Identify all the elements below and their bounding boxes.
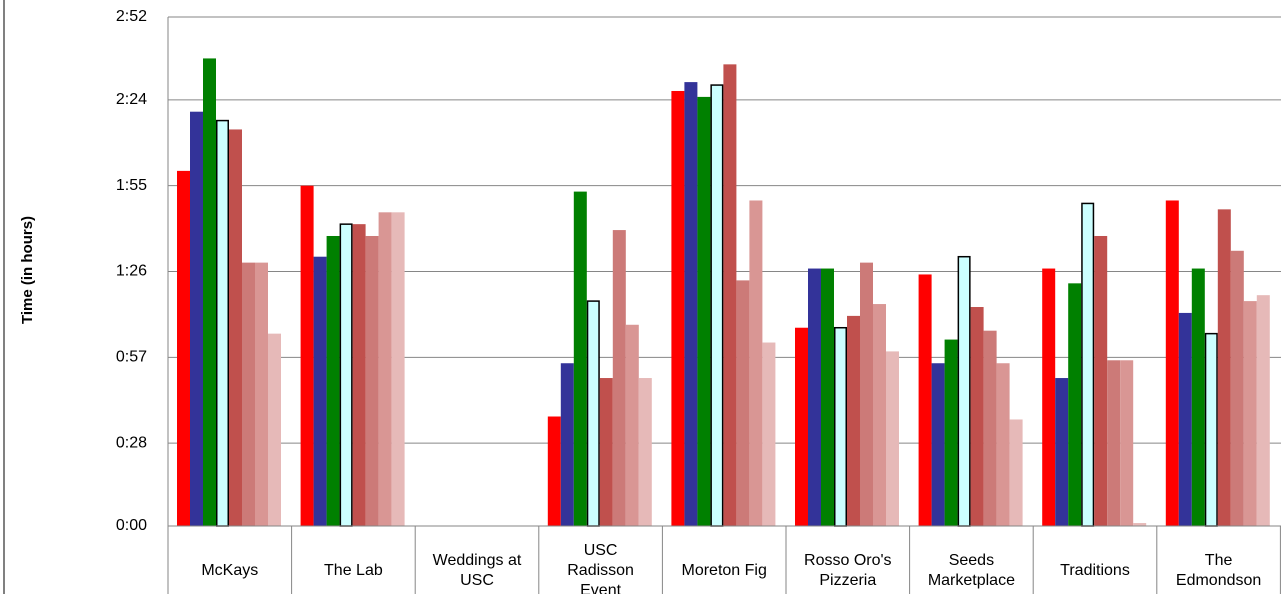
category-label: Edmondson xyxy=(1176,572,1261,589)
bar xyxy=(216,119,229,527)
bar xyxy=(795,327,808,526)
bar xyxy=(697,96,711,527)
category-label: Seeds xyxy=(949,552,994,569)
bar xyxy=(762,342,776,526)
bar xyxy=(326,235,340,526)
category-label: Pizzeria xyxy=(819,572,876,589)
bar xyxy=(710,84,724,527)
bar xyxy=(873,304,886,526)
bar xyxy=(268,333,281,526)
bar xyxy=(1042,268,1056,526)
y-axis-tick-labels: 0:00 0:28 0:57 1:26 1:55 2:24 2:52 xyxy=(116,8,147,534)
category-label: The Lab xyxy=(324,562,383,579)
bar xyxy=(749,200,763,526)
bar xyxy=(1165,200,1179,526)
bar xyxy=(339,223,353,527)
bar xyxy=(300,185,314,526)
bar xyxy=(723,64,737,526)
category-label: USC xyxy=(584,542,618,559)
category-label: Rosso Oro's xyxy=(804,552,892,569)
bar xyxy=(847,315,860,526)
bar xyxy=(229,129,242,526)
category-label: Traditions xyxy=(1060,562,1130,579)
y-tick-label: 0:00 xyxy=(116,517,147,534)
bar xyxy=(1055,378,1069,526)
x-axis: McKays The Lab Weddings at USC USC Radisson Ev… xyxy=(168,525,1281,594)
bar xyxy=(378,212,392,526)
y-axis-title: Time (in hours) xyxy=(19,216,36,324)
bar xyxy=(1204,332,1218,527)
y-tick-label: 1:26 xyxy=(116,263,147,280)
bar xyxy=(1120,360,1134,526)
bar xyxy=(586,300,600,527)
bar xyxy=(599,378,613,526)
bar xyxy=(671,90,685,527)
bar xyxy=(983,330,997,526)
bar xyxy=(352,224,366,526)
bar xyxy=(996,363,1010,526)
bar xyxy=(1243,301,1257,526)
bar xyxy=(612,230,626,526)
bar xyxy=(313,256,327,526)
bars xyxy=(177,58,1270,527)
bar xyxy=(365,235,379,526)
bar xyxy=(1178,312,1192,526)
category-label: Radisson xyxy=(567,562,634,579)
bar xyxy=(573,191,587,527)
bar xyxy=(808,268,821,526)
bar xyxy=(1094,235,1108,526)
bar xyxy=(1068,283,1082,526)
bar xyxy=(860,262,873,526)
bar xyxy=(931,363,945,526)
bar xyxy=(1107,360,1121,526)
category-label: USC xyxy=(460,572,494,589)
category-label: McKays xyxy=(201,562,258,579)
y-tick-label: 1:55 xyxy=(116,177,147,194)
category-label: Event xyxy=(580,582,621,594)
bar xyxy=(638,378,652,526)
bar xyxy=(944,339,958,526)
y-tick-label: 0:57 xyxy=(116,349,147,366)
bar xyxy=(547,416,561,526)
bar xyxy=(886,351,899,526)
category-label: Marketplace xyxy=(928,572,1015,589)
bar xyxy=(1009,419,1023,526)
bar xyxy=(834,326,847,527)
bar xyxy=(684,82,698,527)
bar xyxy=(625,324,639,526)
bar xyxy=(918,274,932,526)
bar xyxy=(560,363,574,526)
y-tick-label: 2:52 xyxy=(116,8,147,25)
bar xyxy=(957,255,971,527)
bar xyxy=(242,262,255,526)
bar xyxy=(203,58,216,526)
bar xyxy=(821,268,834,526)
bar xyxy=(1191,268,1205,526)
y-tick-label: 2:24 xyxy=(116,91,147,108)
y-tick-label: 0:28 xyxy=(116,434,147,451)
bar xyxy=(190,111,203,526)
bar xyxy=(736,280,750,526)
bar xyxy=(177,170,190,526)
bar xyxy=(1230,250,1244,526)
bar xyxy=(391,212,405,526)
bar xyxy=(1256,295,1270,526)
bar xyxy=(255,262,268,526)
category-label: The xyxy=(1205,552,1233,569)
bar xyxy=(970,307,984,526)
bar xyxy=(1133,523,1147,526)
bar xyxy=(1217,209,1231,526)
category-label: Moreton Fig xyxy=(682,562,767,579)
category-label: Weddings at xyxy=(433,552,522,569)
bar xyxy=(1081,202,1095,527)
